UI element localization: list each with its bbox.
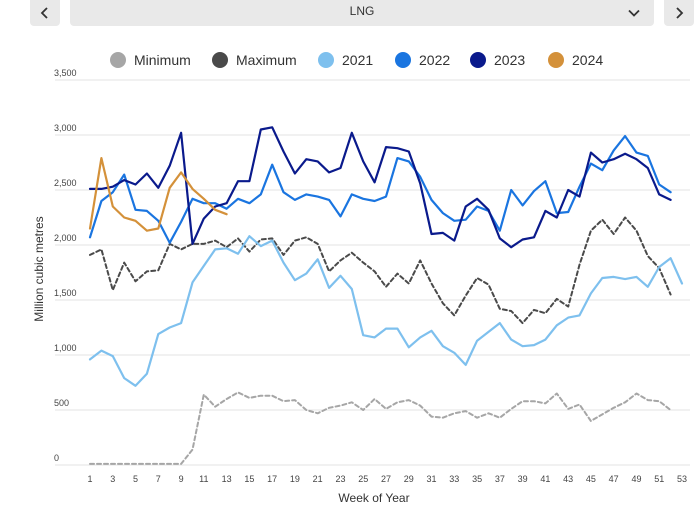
- legend-label: 2024: [572, 52, 603, 68]
- y-tick-label: 3,000: [54, 123, 77, 133]
- series-line-2021: [88, 235, 684, 387]
- series-line-2022: [88, 135, 672, 244]
- x-tick-label: 7: [156, 474, 161, 484]
- x-tick-label: 3: [110, 474, 115, 484]
- chevron-right-icon: [676, 7, 684, 19]
- x-tick-label: 23: [335, 474, 345, 484]
- x-tick-label: 49: [631, 474, 641, 484]
- y-tick-label: 3,500: [54, 68, 77, 78]
- legend-marker: [548, 52, 564, 68]
- y-axis-ticks: 0 500 1,000 1,500 2,000 2,500 3,000 3,500: [54, 68, 77, 463]
- x-tick-label: 53: [677, 474, 687, 484]
- chevron-left-icon: [40, 7, 48, 19]
- series-line-minimum: [89, 391, 672, 465]
- legend-marker: [212, 52, 228, 68]
- x-tick-label: 29: [404, 474, 414, 484]
- x-tick-label: 43: [563, 474, 573, 484]
- series-line-2023: [88, 126, 672, 249]
- legend-marker: [318, 52, 334, 68]
- x-axis-title: Week of Year: [338, 491, 409, 505]
- x-tick-label: 41: [540, 474, 550, 484]
- legend-label: Maximum: [236, 52, 297, 68]
- y-axis-title: Million cubic metres: [32, 216, 46, 321]
- legend-label: Minimum: [134, 52, 191, 68]
- x-tick-label: 31: [427, 474, 437, 484]
- previous-button[interactable]: [30, 0, 60, 26]
- x-tick-label: 5: [133, 474, 138, 484]
- x-tick-label: 17: [267, 474, 277, 484]
- legend-label: 2023: [494, 52, 525, 68]
- chart-grid: [55, 79, 690, 466]
- x-tick-label: 15: [244, 474, 254, 484]
- x-tick-label: 27: [381, 474, 391, 484]
- series-line-maximum: [89, 216, 672, 325]
- x-tick-label: 25: [358, 474, 368, 484]
- next-button[interactable]: [664, 0, 694, 26]
- y-tick-label: 1,000: [54, 343, 77, 353]
- dataset-selector-value: LNG: [349, 4, 375, 18]
- x-tick-label: 51: [654, 474, 664, 484]
- chevron-down-icon: [628, 9, 640, 17]
- x-tick-label: 37: [495, 474, 505, 484]
- x-tick-label: 1: [87, 474, 92, 484]
- y-tick-label: 2,000: [54, 233, 77, 243]
- y-tick-label: 2,500: [54, 178, 77, 188]
- chart-legend: Minimum Maximum 2021 2022 2023 2024: [110, 52, 603, 68]
- legend-marker: [110, 52, 126, 68]
- x-tick-label: 33: [449, 474, 459, 484]
- x-tick-label: 35: [472, 474, 482, 484]
- y-tick-label: 0: [54, 453, 59, 463]
- x-tick-label: 11: [199, 474, 208, 484]
- y-tick-label: 1,500: [54, 288, 77, 298]
- legend-marker: [470, 52, 486, 68]
- x-tick-label: 13: [222, 474, 232, 484]
- x-tick-label: 39: [518, 474, 528, 484]
- legend-marker: [395, 52, 411, 68]
- legend-label: 2022: [419, 52, 450, 68]
- x-tick-label: 21: [313, 474, 323, 484]
- chart-series: [88, 126, 684, 465]
- x-tick-label: 19: [290, 474, 300, 484]
- dataset-selector[interactable]: LNG: [70, 0, 654, 26]
- x-tick-label: 9: [179, 474, 184, 484]
- legend-label: 2021: [342, 52, 373, 68]
- x-axis-ticks: 1 3 5 7 9 11 13 15 17 19 21 23 25 27 29 31 33 35 37 39 41 43 4…: [87, 474, 687, 484]
- x-tick-label: 45: [586, 474, 596, 484]
- x-tick-label: 47: [609, 474, 619, 484]
- series-line-2024: [88, 157, 228, 232]
- y-tick-label: 500: [54, 398, 69, 408]
